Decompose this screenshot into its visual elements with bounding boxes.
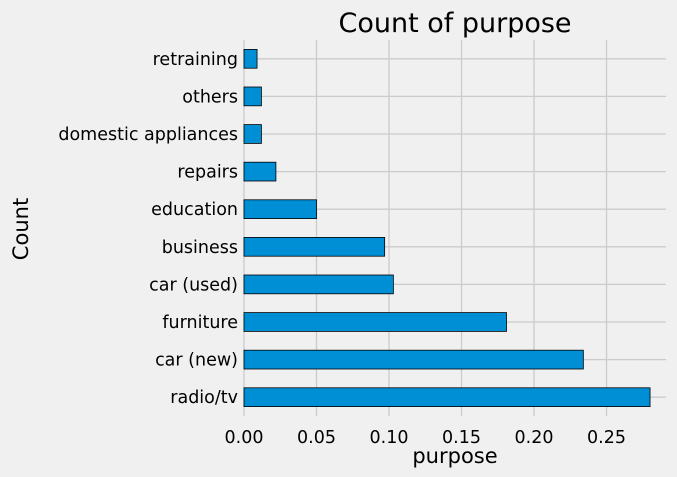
bar	[243, 274, 394, 295]
y-tick-label: domestic appliances	[58, 125, 238, 145]
x-axis-label: purpose	[412, 444, 497, 468]
bar	[243, 199, 317, 220]
bar	[243, 86, 262, 107]
y-tick-label: retraining	[153, 50, 238, 70]
chart-title: Count of purpose	[338, 8, 571, 39]
x-tick-label: 0.05	[297, 428, 336, 448]
y-tick-label: car (used)	[149, 275, 238, 295]
y-tick-label: radio/tv	[170, 388, 238, 408]
x-tick-label: 0.15	[442, 428, 481, 448]
x-tick-label: 0.10	[370, 428, 409, 448]
bars-layer	[243, 49, 651, 407]
bar	[243, 124, 262, 144]
x-tick-label: 0.25	[587, 428, 626, 448]
y-tick-label: education	[151, 200, 238, 220]
y-tick-label: others	[182, 87, 238, 107]
bar	[243, 49, 258, 69]
y-tick-label: business	[162, 238, 238, 258]
bar	[243, 387, 651, 407]
y-tick-label: repairs	[177, 163, 238, 183]
bar	[243, 161, 277, 182]
x-tick-label: 0.00	[225, 428, 264, 448]
bar	[243, 312, 507, 332]
y-tick-labels: radio/tv car (new) furniture car (used) busi…	[58, 50, 238, 408]
bar	[243, 349, 584, 370]
x-tick-labels: 0.00 0.05 0.10 0.15 0.20 0.25	[225, 428, 627, 448]
y-tick-label: furniture	[162, 313, 238, 333]
y-tick-label: car (new)	[155, 351, 238, 371]
x-tick-label: 0.20	[515, 428, 554, 448]
bar	[243, 236, 386, 257]
y-axis-label: Count	[9, 198, 33, 260]
